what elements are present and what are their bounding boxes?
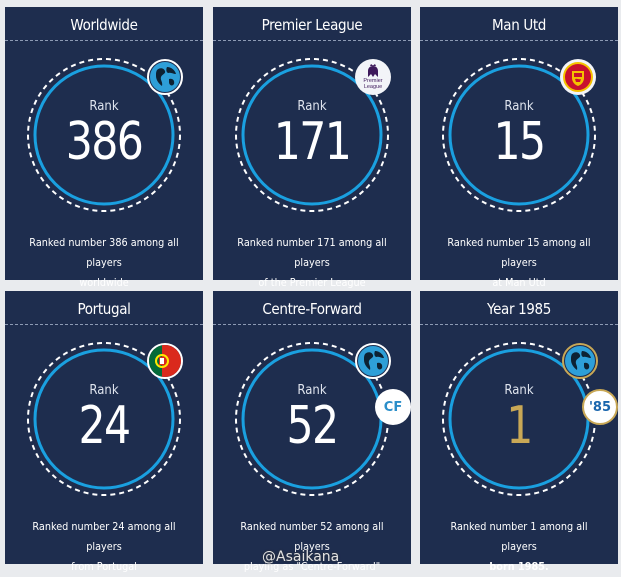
rank-number: 24 bbox=[78, 396, 132, 456]
card-premier-league: Premier League Premier League Rank 171 R… bbox=[213, 7, 411, 289]
description-line-1: Ranked number 15 among all players bbox=[447, 236, 591, 269]
card-title: Year 1985 bbox=[486, 300, 551, 318]
rank-description: Ranked number 24 among all players from … bbox=[22, 517, 186, 577]
rank-ring bbox=[442, 58, 596, 212]
rank-number: 1 bbox=[506, 396, 533, 456]
card-man-utd: Man Utd Rank 15 Ranked number 15 among a… bbox=[420, 7, 618, 289]
rank-label: Rank bbox=[89, 99, 119, 114]
card-title: Portugal bbox=[77, 300, 131, 318]
rank-description: Ranked number 386 among all players worl… bbox=[22, 233, 186, 293]
globe-icon bbox=[562, 343, 598, 379]
rank-number: 52 bbox=[286, 396, 340, 456]
rank-ring bbox=[27, 58, 181, 212]
card-year-1985: Year 1985 '85 Rank 1 Ranked number 1 amo… bbox=[420, 291, 618, 573]
rank-description: Ranked number 171 among all players of t… bbox=[230, 233, 394, 293]
badge-text-premier: Premier bbox=[363, 78, 383, 84]
globe-icon bbox=[355, 343, 391, 379]
card-divider bbox=[213, 40, 411, 41]
badge-text-league: League bbox=[363, 84, 383, 90]
portugal-flag-icon bbox=[147, 343, 183, 379]
premier-league-logo-icon: Premier League bbox=[355, 59, 391, 95]
rank-description: Ranked number 15 among all players at Ma… bbox=[437, 233, 601, 293]
card-divider bbox=[420, 324, 618, 325]
rank-ring bbox=[235, 58, 389, 212]
rank-number: 386 bbox=[65, 112, 144, 172]
card-divider bbox=[5, 324, 203, 325]
description-line-2: from Portugal bbox=[71, 560, 137, 573]
card-portugal: Portugal Rank 24 Ranked number 24 among … bbox=[5, 291, 203, 573]
description-line-1: Ranked number 171 among all players bbox=[237, 236, 387, 269]
man-utd-crest-icon bbox=[560, 59, 596, 95]
rank-label: Rank bbox=[297, 99, 327, 114]
rank-number: 171 bbox=[273, 112, 352, 172]
rank-label: Rank bbox=[89, 383, 119, 398]
rank-label: Rank bbox=[504, 99, 534, 114]
description-line-1: Ranked number 1 among all players bbox=[450, 520, 588, 553]
card-divider bbox=[420, 40, 618, 41]
description-line-2-bold: born 1985. bbox=[489, 560, 549, 573]
rank-ring bbox=[27, 342, 181, 496]
watermark: @Asaikana bbox=[262, 549, 340, 565]
card-title: Worldwide bbox=[70, 16, 138, 34]
card-divider bbox=[5, 40, 203, 41]
card-worldwide: Worldwide Rank 386 Ranked number 386 amo… bbox=[5, 7, 203, 289]
rank-description: Ranked number 1 among all players born 1… bbox=[437, 517, 601, 577]
description-line-1: Ranked number 24 among all players bbox=[32, 520, 176, 553]
card-centre-forward: Centre-Forward CF Rank 52 Ranked number … bbox=[213, 291, 411, 573]
globe-icon bbox=[147, 59, 183, 95]
rank-number: 15 bbox=[493, 112, 547, 172]
description-line-1: Ranked number 52 among all players bbox=[240, 520, 384, 553]
description-line-2: worldwide bbox=[79, 276, 129, 289]
description-line-2: at Man Utd bbox=[492, 276, 546, 289]
card-title: Premier League bbox=[261, 16, 363, 34]
description-line-2: playing as "Centre-Forward" bbox=[243, 560, 381, 573]
birth-year-badge: '85 bbox=[582, 389, 618, 425]
rank-label: Rank bbox=[504, 383, 534, 398]
description-line-2: born 1985. bbox=[437, 557, 601, 577]
rank-label: Rank bbox=[297, 383, 327, 398]
description-line-1: Ranked number 386 among all players bbox=[29, 236, 179, 269]
card-title: Centre-Forward bbox=[262, 300, 362, 318]
card-divider bbox=[213, 324, 411, 325]
lion-crown-icon bbox=[368, 64, 378, 77]
position-badge: CF bbox=[375, 389, 411, 425]
card-title: Man Utd bbox=[492, 16, 546, 34]
rank-description: Ranked number 52 among all players playi… bbox=[230, 517, 394, 577]
description-line-2: of the Premier League bbox=[258, 276, 366, 289]
